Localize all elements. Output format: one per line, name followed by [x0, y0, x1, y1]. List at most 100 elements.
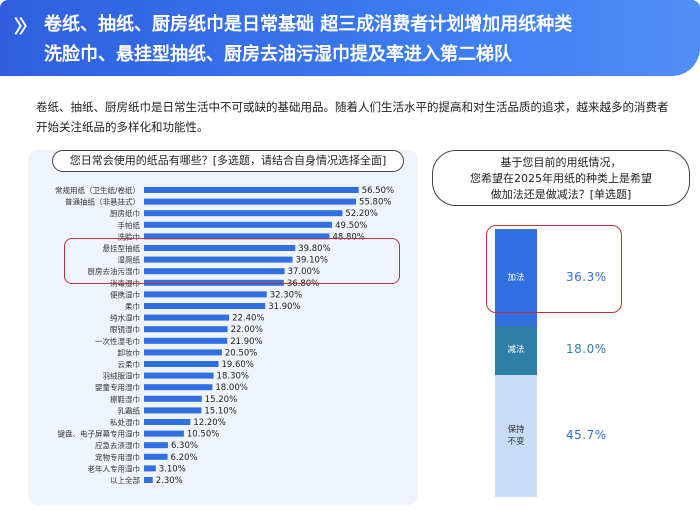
category-label: 一次性湿毛巾 — [95, 336, 140, 346]
category-label: 眼镜湿巾 — [110, 324, 140, 334]
value-label: 12.20% — [193, 418, 225, 428]
value-label: 21.90% — [230, 337, 262, 347]
category-label: 常规用纸（卫生纸/卷纸） — [55, 185, 140, 195]
usage-bar-chart: 常规用纸（卫生纸/卷纸） 56.50% 普通抽纸（非悬挂式） 55.80% 厨房纸巾 52… — [55, 185, 394, 486]
value-label: 39.10% — [296, 256, 328, 266]
value-label: 6.30% — [171, 441, 198, 451]
value-label: 39.80% — [298, 244, 330, 254]
bar — [144, 372, 214, 379]
category-label: 消毒湿巾 — [110, 278, 140, 288]
header-title-line1: 卷纸、抽纸、厨房纸巾是日常基础 超三成消费者计划增加用纸种类 — [44, 14, 573, 35]
value-label: 37.00% — [288, 267, 320, 277]
stack-segment: 加法 — [495, 229, 537, 327]
stack-title-line: 做加法还是做减法？[单选题] — [490, 188, 632, 201]
bar — [144, 477, 153, 483]
bar — [144, 198, 357, 205]
stack-segment-label-line: 保持 — [507, 424, 525, 435]
value-label: 20.50% — [225, 348, 257, 358]
category-label: 湿厕纸 — [118, 255, 141, 265]
stack-value-label: 18.0% — [566, 342, 607, 357]
category-label: 云柔巾 — [118, 359, 141, 369]
stack-segment-label: 减法 — [507, 345, 525, 356]
bar — [144, 187, 359, 193]
category-label: 洗脸巾 — [118, 231, 141, 241]
category-label: 手帕纸 — [118, 220, 141, 230]
bar — [144, 465, 156, 472]
value-label: 22.40% — [232, 314, 264, 324]
bar — [144, 419, 191, 425]
bar — [144, 314, 230, 321]
value-label: 2.30% — [156, 476, 183, 486]
stack-segment: 减法 — [495, 326, 537, 375]
stack-segment-label: 加法 — [507, 272, 525, 283]
stack-title-line: 基于您目前的用纸情况， — [500, 156, 622, 169]
category-label: 老年人专用湿巾 — [88, 463, 141, 473]
value-label: 52.20% — [345, 209, 377, 219]
stack-value-label: 45.7% — [566, 427, 607, 442]
category-label: 厨房纸巾 — [110, 208, 140, 218]
bar — [144, 221, 333, 228]
value-label: 15.10% — [204, 406, 236, 416]
value-label: 15.20% — [205, 395, 237, 405]
value-label: 19.60% — [221, 360, 253, 370]
bar — [144, 245, 296, 251]
stack-chart-title: 基于您目前的用纸情况， 您希望在2025年用纸的种类上是希望 做加法还是做减法？… — [432, 150, 690, 206]
category-label: 乳霜纸 — [118, 405, 141, 415]
category-label: 婴童专用湿巾 — [95, 382, 140, 392]
bar — [144, 279, 284, 286]
stack-segment-label: 保持 不变 — [495, 424, 537, 448]
bar — [144, 453, 168, 460]
bar — [144, 442, 168, 449]
bar — [144, 256, 293, 263]
bar — [144, 384, 213, 391]
value-label: 49.50% — [335, 221, 367, 231]
category-label: 键盘、电子屏幕专用湿巾 — [58, 429, 141, 439]
value-label: 3.10% — [159, 464, 186, 474]
category-label: 宠物专用湿巾 — [95, 452, 140, 462]
value-label: 6.20% — [171, 453, 198, 463]
value-label: 48.80% — [332, 232, 364, 242]
category-label: 普通抽纸（非悬挂式） — [65, 197, 140, 207]
bar — [144, 407, 202, 414]
category-label: 私处湿巾 — [110, 417, 140, 427]
bar — [144, 430, 184, 437]
value-label: 31.90% — [268, 302, 300, 312]
bar — [144, 326, 228, 333]
value-label: 18.00% — [215, 383, 247, 393]
bar — [144, 349, 222, 356]
value-label: 32.30% — [270, 290, 302, 300]
category-label: 便携湿巾 — [110, 289, 140, 299]
header-title-line2: 洗脸巾、悬挂型抽纸、厨房去油污湿巾提及率进入第二梯队 — [44, 44, 512, 65]
value-label: 10.50% — [187, 430, 219, 440]
highlight-box-right — [486, 225, 622, 313]
stack-title-line: 您希望在2025年用纸的种类上是希望 — [470, 172, 652, 185]
intro-paragraph: 卷纸、抽纸、厨房纸巾是日常生活中不可或缺的基础用品。随着人们生活水平的提高和对生… — [36, 100, 669, 134]
bar — [144, 337, 228, 344]
category-label: 以上全部 — [110, 475, 140, 485]
bar — [144, 291, 267, 298]
stack-segment: 保持 不变 — [495, 374, 537, 497]
bar — [144, 361, 219, 367]
bar — [144, 303, 266, 309]
bar — [144, 268, 285, 275]
value-label: 56.50% — [362, 186, 394, 196]
category-label: 卸妆巾 — [118, 347, 141, 357]
bar — [144, 210, 343, 217]
stack-value-label: 36.3% — [566, 269, 607, 284]
stack-segment-label-line: 不变 — [507, 436, 525, 447]
bar-chart-title: 您日常会使用的纸品有哪些？[多选题，请结合自身情况选择全面] — [52, 150, 404, 172]
category-label: 纯水湿巾 — [110, 313, 140, 323]
value-label: 55.80% — [359, 198, 391, 208]
value-label: 18.30% — [217, 372, 249, 382]
category-label: 悬挂型抽纸 — [103, 243, 141, 253]
category-label: 柔巾 — [125, 301, 140, 311]
category-label: 应急去渍湿巾 — [95, 440, 140, 450]
category-label: 擦鞋湿巾 — [110, 394, 140, 404]
value-label: 22.00% — [231, 325, 263, 335]
category-label: 羽绒服湿巾 — [103, 371, 141, 381]
chevron-double-right-icon: 〉〉 — [14, 17, 37, 38]
bar — [144, 233, 330, 240]
highlight-box-left — [64, 238, 400, 284]
category-label: 厨房去油污湿巾 — [88, 266, 141, 276]
